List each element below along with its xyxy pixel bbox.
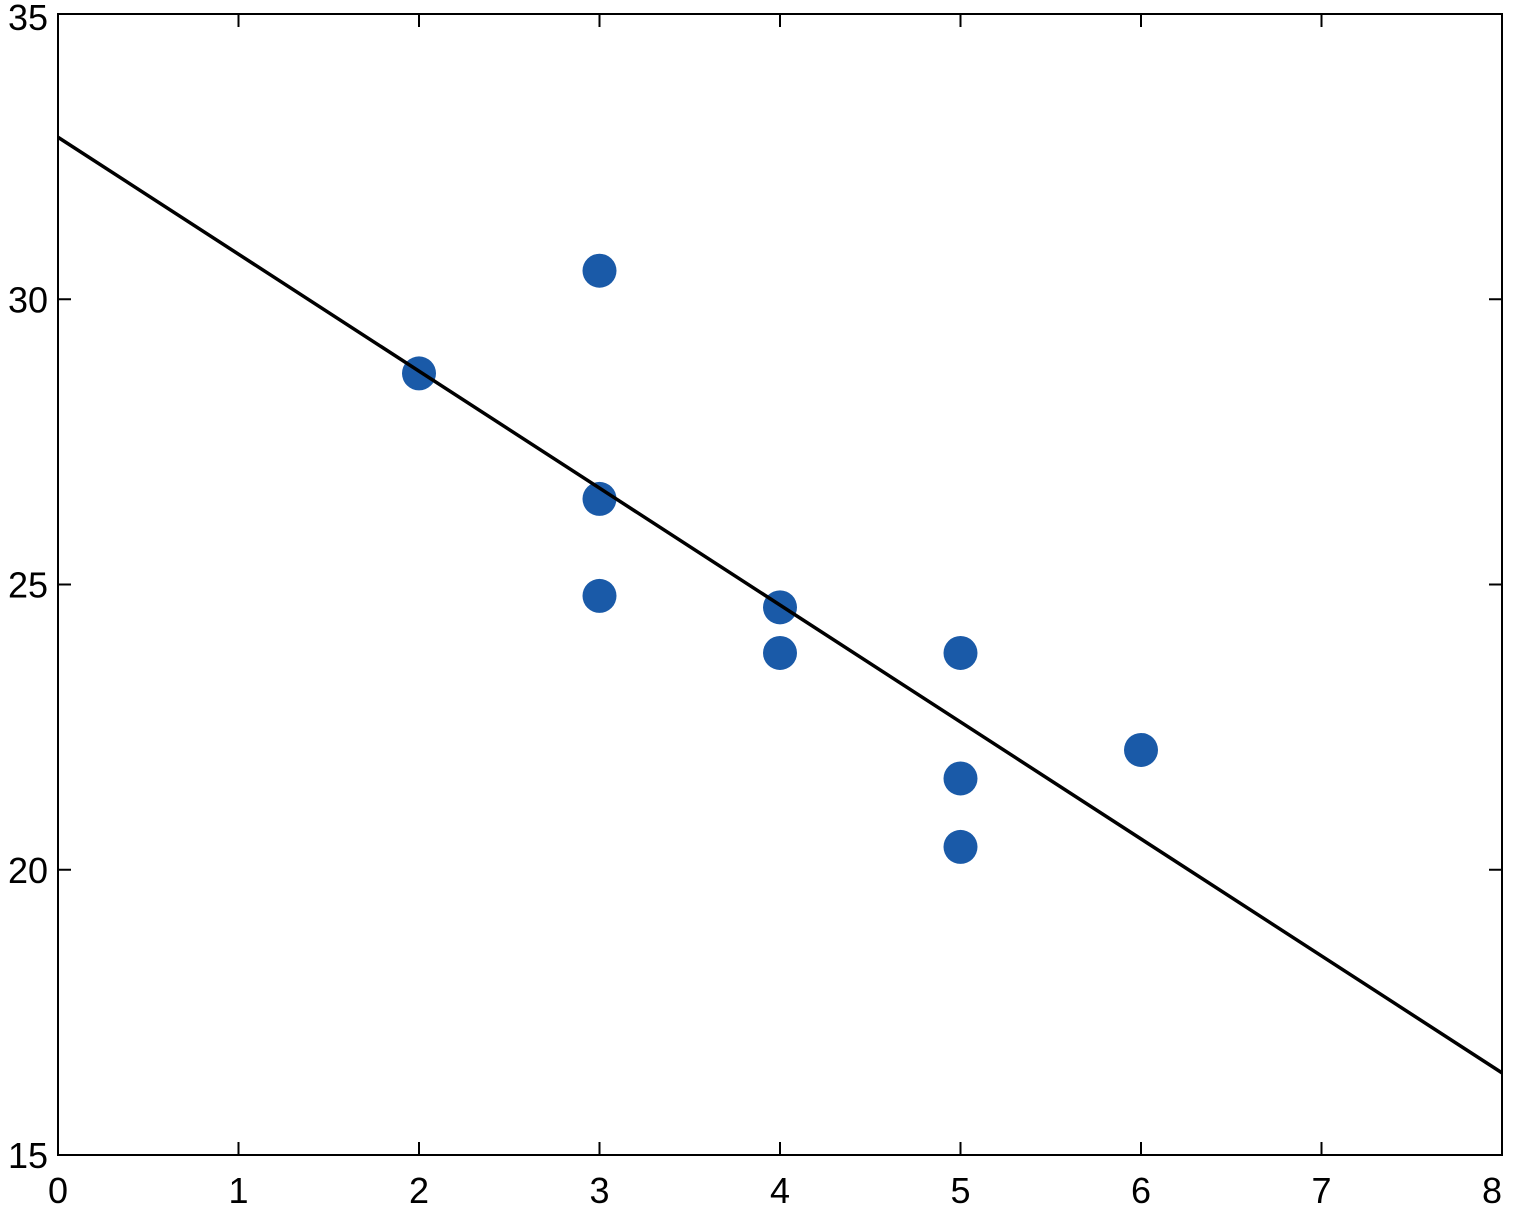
- x-tick-label: 3: [589, 1170, 609, 1207]
- plot-frame: [57, 13, 1503, 1156]
- x-tick-label: 4: [770, 1170, 790, 1207]
- x-tick-label: 6: [1131, 1170, 1151, 1207]
- scatter-point: [943, 635, 978, 670]
- scatter-point: [763, 635, 797, 670]
- scatter-point: [1124, 732, 1158, 767]
- y-tick-label: 30: [8, 279, 48, 320]
- y-tick-label: 20: [8, 850, 48, 891]
- scatter-point: [943, 761, 978, 796]
- x-tick-label: 5: [950, 1170, 970, 1207]
- scatter-point: [582, 481, 617, 516]
- x-tick-label: 8: [1482, 1170, 1502, 1207]
- x-tick-label: 1: [228, 1170, 248, 1207]
- fit-line: [57, 135, 1503, 1075]
- scatter-point: [582, 578, 617, 613]
- x-tick-label: 2: [409, 1170, 429, 1207]
- y-tick-label: 15: [8, 1135, 48, 1176]
- y-tick-label: 25: [8, 565, 48, 606]
- y-tick-label: 35: [8, 0, 48, 38]
- scatter-point: [582, 253, 617, 288]
- x-tick-label: 0: [48, 1170, 68, 1207]
- x-tick-label: 7: [1311, 1170, 1331, 1207]
- scatter-point: [943, 829, 978, 864]
